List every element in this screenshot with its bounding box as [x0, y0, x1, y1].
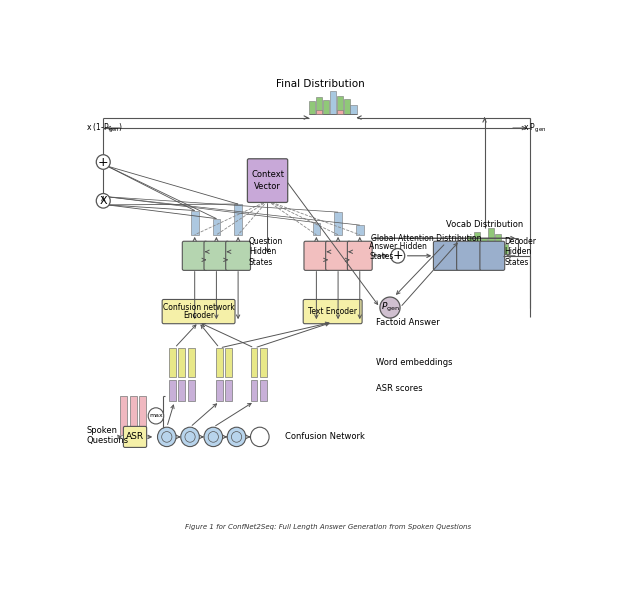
Circle shape [250, 427, 269, 446]
Bar [481, 238, 487, 254]
Bar [337, 110, 343, 113]
Circle shape [96, 194, 110, 208]
Text: Spoken: Spoken [87, 426, 118, 435]
Bar [344, 99, 349, 113]
Bar [179, 348, 186, 377]
Circle shape [380, 297, 400, 318]
Bar [260, 348, 267, 377]
Bar [356, 225, 364, 235]
Bar [460, 243, 466, 254]
Text: ASR: ASR [126, 432, 144, 442]
Bar [330, 91, 336, 113]
Circle shape [157, 427, 176, 446]
FancyBboxPatch shape [457, 241, 481, 270]
Text: X: X [99, 196, 107, 206]
Bar [337, 96, 343, 113]
Text: ASR scores: ASR scores [376, 384, 422, 393]
Bar [250, 380, 257, 401]
FancyBboxPatch shape [182, 241, 207, 270]
FancyBboxPatch shape [433, 241, 458, 270]
Text: Context: Context [251, 171, 284, 180]
Bar [488, 228, 494, 254]
Circle shape [148, 408, 164, 424]
Text: Question
Hidden
States: Question Hidden States [249, 237, 284, 267]
Bar [312, 223, 320, 235]
Text: x P$_{\rm gen}$: x P$_{\rm gen}$ [524, 122, 547, 135]
Text: Confusion Network: Confusion Network [285, 432, 365, 442]
FancyBboxPatch shape [326, 241, 351, 270]
Bar [216, 348, 223, 377]
Bar [316, 97, 322, 113]
Bar [169, 380, 176, 401]
Bar [351, 105, 356, 113]
Text: $P_{\rm gen}$: $P_{\rm gen}$ [381, 301, 399, 314]
Bar [188, 348, 195, 377]
Text: Encoder: Encoder [183, 311, 214, 320]
Text: Questions: Questions [87, 435, 129, 445]
Bar [225, 348, 232, 377]
Bar [216, 380, 223, 401]
FancyBboxPatch shape [480, 241, 505, 270]
Bar [260, 380, 267, 401]
Circle shape [96, 155, 110, 169]
Bar [250, 348, 257, 377]
Circle shape [204, 427, 223, 446]
Circle shape [391, 248, 404, 263]
Text: +: + [392, 249, 403, 262]
Text: +: + [98, 155, 109, 169]
Bar [191, 211, 198, 235]
Text: max: max [149, 414, 163, 418]
Bar [474, 231, 480, 254]
Text: Figure 1 for ConfNet2Seq: Full Length Answer Generation from Spoken Questions: Figure 1 for ConfNet2Seq: Full Length An… [185, 524, 471, 530]
Bar [323, 100, 329, 113]
Circle shape [180, 427, 199, 446]
FancyBboxPatch shape [304, 241, 329, 270]
Text: Decoder
Hidden
States: Decoder Hidden States [505, 237, 537, 267]
Text: Vector: Vector [254, 181, 281, 191]
FancyBboxPatch shape [226, 241, 250, 270]
Circle shape [227, 427, 246, 446]
Text: Factoid Answer: Factoid Answer [376, 318, 440, 326]
Text: Global Attention Distribution: Global Attention Distribution [371, 233, 481, 242]
Text: Word embeddings: Word embeddings [376, 358, 452, 367]
Text: x (1-P$_{\rm gen}$): x (1-P$_{\rm gen}$) [86, 122, 123, 135]
FancyBboxPatch shape [204, 241, 229, 270]
Text: Text Encoder: Text Encoder [308, 307, 357, 316]
Bar [169, 348, 176, 377]
Bar [308, 101, 315, 113]
Bar [502, 244, 508, 254]
Bar [234, 204, 242, 235]
FancyBboxPatch shape [348, 241, 372, 270]
Bar [316, 110, 322, 113]
Bar [188, 380, 195, 401]
FancyBboxPatch shape [162, 300, 235, 324]
Bar [139, 396, 146, 435]
Bar [129, 396, 136, 435]
Bar [495, 234, 501, 254]
Text: Answer Hidden
States: Answer Hidden States [369, 242, 427, 261]
Bar [225, 380, 232, 401]
Text: Confusion network: Confusion network [163, 303, 234, 312]
FancyBboxPatch shape [248, 159, 288, 202]
Bar [179, 380, 186, 401]
Bar [120, 396, 127, 435]
Bar [467, 236, 473, 254]
Bar [334, 212, 342, 235]
Text: Vocab Distribution: Vocab Distribution [446, 220, 523, 229]
Text: Final Distribution: Final Distribution [276, 79, 365, 90]
FancyBboxPatch shape [303, 300, 362, 324]
Bar [212, 219, 220, 235]
FancyBboxPatch shape [124, 426, 147, 448]
